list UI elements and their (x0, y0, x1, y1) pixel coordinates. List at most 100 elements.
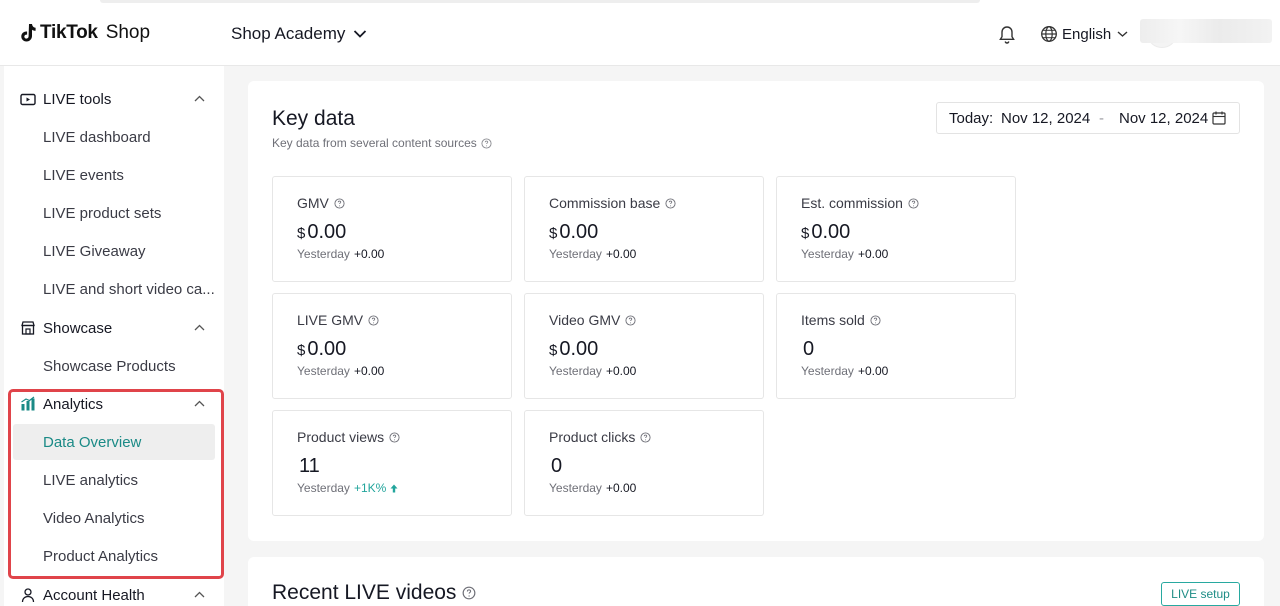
sidebar-item-live-product-sets[interactable]: LIVE product sets (4, 195, 224, 231)
metric-card-product-views[interactable]: Product views 11 Yesterday +1K% (272, 410, 512, 516)
sidebar-item-label: LIVE events (43, 166, 124, 184)
metric-value: $0.00 (801, 221, 851, 243)
metric-comparison: Yesterday +0.00 (549, 481, 637, 495)
sidebar-nav: LIVE tools LIVE dashboard LIVE events LI… (4, 66, 224, 606)
chevron-up-icon (194, 324, 205, 331)
sidebar-item-live-events[interactable]: LIVE events (4, 157, 224, 193)
sidebar-item-showcase-products[interactable]: Showcase Products (4, 348, 224, 384)
metric-comparison: Yesterday +1K% (297, 481, 398, 495)
account-name-blurred[interactable] (1140, 19, 1272, 43)
bar-chart-icon (21, 396, 35, 411)
sidebar-section-label: LIVE tools (43, 90, 112, 108)
help-icon[interactable] (640, 431, 651, 443)
metric-name: GMV (297, 195, 345, 211)
metric-comparison: Yesterday +0.00 (549, 247, 637, 261)
metric-value: $0.00 (549, 221, 599, 243)
key-data-panel: Key data Key data from several content s… (248, 81, 1264, 541)
arrow-up-icon (390, 484, 398, 492)
date-to[interactable]: Nov 12, 2024 (1119, 109, 1209, 127)
sidebar-item-live-dashboard[interactable]: LIVE dashboard (4, 119, 224, 155)
date-range-picker[interactable]: Today: Nov 12, 2024 - Nov 12, 2024 (936, 102, 1240, 134)
chevron-up-icon (194, 95, 205, 102)
metric-card-gmv[interactable]: GMV $0.00 Yesterday +0.00 (272, 176, 512, 282)
metric-value: 0 (803, 338, 815, 360)
storefront-icon (21, 321, 35, 335)
sidebar-section-label: Analytics (43, 395, 104, 413)
sidebar-item-label: Product Analytics (43, 547, 159, 565)
recent-live-videos-panel: Recent LIVE videos LIVE setup (248, 557, 1264, 606)
date-separator: - (1099, 109, 1104, 127)
sidebar-item-data-overview[interactable]: Data Overview (13, 424, 215, 460)
sidebar-item-video-analytics[interactable]: Video Analytics (4, 500, 224, 536)
metric-card-video-gmv[interactable]: Video GMV $0.00 Yesterday +0.00 (524, 293, 764, 399)
sidebar-section-live-tools[interactable]: LIVE tools (4, 81, 224, 117)
language-label: English (1062, 25, 1112, 43)
tiktok-shop-logo[interactable]: TikTok Shop (20, 22, 150, 44)
sidebar-item-product-analytics[interactable]: Product Analytics (4, 538, 224, 574)
help-icon[interactable] (908, 197, 919, 209)
live-setup-button[interactable]: LIVE setup (1161, 582, 1240, 606)
sidebar-item-label: LIVE dashboard (43, 128, 151, 146)
sidebar-section-label: Account Health (43, 586, 145, 604)
metric-value: 11 (299, 455, 320, 477)
help-icon[interactable] (625, 314, 636, 326)
help-icon[interactable] (462, 586, 476, 600)
metric-card-commission-base[interactable]: Commission base $0.00 Yesterday +0.00 (524, 176, 764, 282)
sidebar-section-analytics[interactable]: Analytics (4, 386, 224, 422)
bell-icon[interactable] (998, 25, 1016, 45)
help-icon[interactable] (389, 431, 400, 443)
chevron-up-icon (194, 400, 205, 407)
metric-name: Items sold (801, 312, 881, 328)
sidebar-item-label: LIVE and short video ca... (43, 280, 215, 298)
sidebar-item-live-analytics[interactable]: LIVE analytics (4, 462, 224, 498)
metric-comparison: Yesterday +0.00 (801, 364, 889, 378)
sidebar-item-label: Data Overview (43, 433, 142, 451)
help-icon[interactable] (665, 197, 676, 209)
top-scroll-indicator (100, 0, 980, 3)
help-icon[interactable] (870, 314, 881, 326)
metric-card-est-commission[interactable]: Est. commission $0.00 Yesterday +0.00 (776, 176, 1016, 282)
person-icon (21, 588, 35, 603)
metric-comparison: Yesterday +0.00 (297, 247, 385, 261)
metric-name: LIVE GMV (297, 312, 379, 328)
chevron-down-icon (1117, 31, 1128, 37)
key-data-title: Key data (272, 107, 355, 130)
sidebar-item-label: LIVE product sets (43, 204, 162, 222)
chevron-up-icon (194, 591, 205, 598)
help-icon[interactable] (368, 314, 379, 326)
brand-suffix: Shop (105, 22, 151, 43)
sidebar-item-label: LIVE analytics (43, 471, 139, 489)
metric-card-live-gmv[interactable]: LIVE GMV $0.00 Yesterday +0.00 (272, 293, 512, 399)
metric-card-product-clicks[interactable]: Product clicks 0 Yesterday +0.00 (524, 410, 764, 516)
key-data-subtitle-text: Key data from several content sources (272, 136, 477, 150)
metric-value: $0.00 (297, 338, 347, 360)
metric-value: 0 (551, 455, 563, 477)
sidebar-section-account-health[interactable]: Account Health (4, 577, 224, 606)
date-from[interactable]: Nov 12, 2024 (1001, 109, 1091, 127)
language-selector[interactable]: English (1040, 25, 1128, 43)
metric-name: Commission base (549, 195, 676, 211)
sidebar-item-live-short-video-campaigns[interactable]: LIVE and short video ca... (4, 271, 224, 307)
calendar-icon[interactable] (1212, 111, 1226, 125)
metric-comparison: Yesterday +0.00 (297, 364, 385, 378)
metric-name: Est. commission (801, 195, 919, 211)
help-icon[interactable] (334, 197, 345, 209)
metric-card-items-sold[interactable]: Items sold 0 Yesterday +0.00 (776, 293, 1016, 399)
live-video-icon (20, 93, 36, 106)
sidebar-section-showcase[interactable]: Showcase (4, 310, 224, 346)
top-header: TikTok Shop Shop Academy English (0, 0, 1280, 66)
sidebar-item-label: Showcase Products (43, 357, 176, 375)
sidebar-item-label: Video Analytics (43, 509, 145, 527)
metric-name: Product clicks (549, 429, 651, 445)
sidebar-section-label: Showcase (43, 319, 113, 337)
sidebar-item-live-giveaway[interactable]: LIVE Giveaway (4, 233, 224, 269)
key-data-subtitle: Key data from several content sources (272, 136, 492, 150)
shop-academy-dropdown[interactable]: Shop Academy (231, 24, 367, 44)
metric-comparison: Yesterday +0.00 (549, 364, 637, 378)
sidebar-item-label: LIVE Giveaway (43, 242, 146, 260)
chevron-down-icon (354, 30, 367, 38)
metric-name: Product views (297, 429, 400, 445)
globe-icon (1041, 26, 1057, 42)
brand-name: TikTok (40, 22, 98, 43)
help-icon[interactable] (481, 137, 492, 149)
